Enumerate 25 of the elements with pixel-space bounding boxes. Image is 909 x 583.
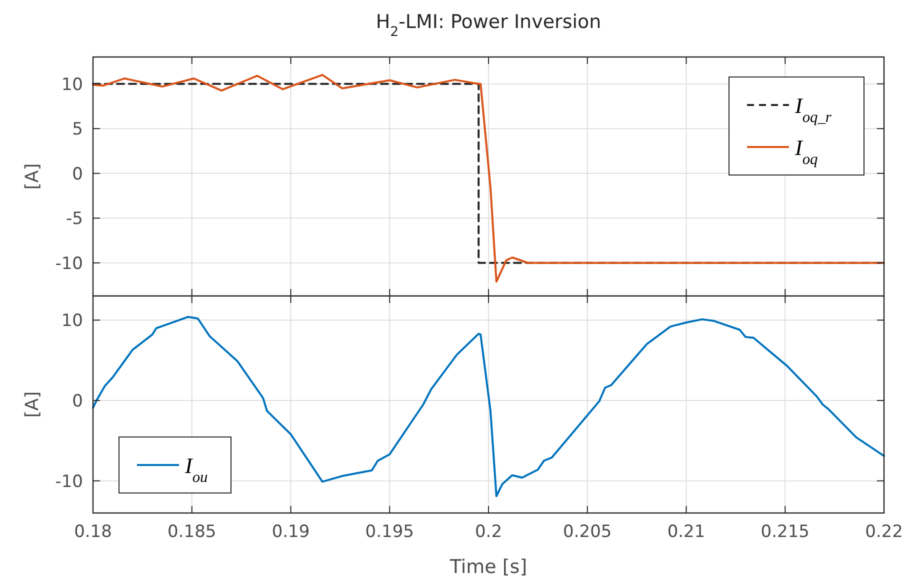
legend-label: I$_{ou}$ <box>184 453 208 486</box>
legend-label: I$_{oq}$ <box>794 135 818 168</box>
x-tick-label: 0.2 <box>474 522 502 542</box>
y-tick-label: -10 <box>55 254 83 274</box>
x-tick-label: 0.18 <box>74 522 112 542</box>
x-tick-label: 0.21 <box>667 522 706 542</box>
y-tick-label: -10 <box>55 472 83 492</box>
x-axis-title: Time [s] <box>448 556 528 578</box>
legend-label: I$_{oq_r}$ <box>794 93 832 126</box>
y-tick-label: 10 <box>61 74 83 95</box>
y-tick-label: -5 <box>66 209 83 230</box>
x-tick-label: 0.19 <box>272 522 310 542</box>
x-tick-label: 0.195 <box>365 522 414 542</box>
x-tick-label: 0.205 <box>563 522 612 542</box>
x-tick-label: 0.185 <box>168 522 216 542</box>
x-tick-label: 0.22 <box>865 522 903 542</box>
y-tick-label: 5 <box>72 120 83 140</box>
chart-title: H$_{2}$-LMI: Power Inversion <box>376 11 602 40</box>
line-series <box>92 316 885 498</box>
y-tick-label: 0 <box>72 164 83 184</box>
x-tick-label: 0.215 <box>760 522 810 542</box>
y-axis-title: [A] <box>22 163 43 190</box>
y-axis-title: [A] <box>22 391 43 418</box>
y-tick-label: 0 <box>72 391 83 412</box>
y-tick-label: 10 <box>61 311 83 332</box>
